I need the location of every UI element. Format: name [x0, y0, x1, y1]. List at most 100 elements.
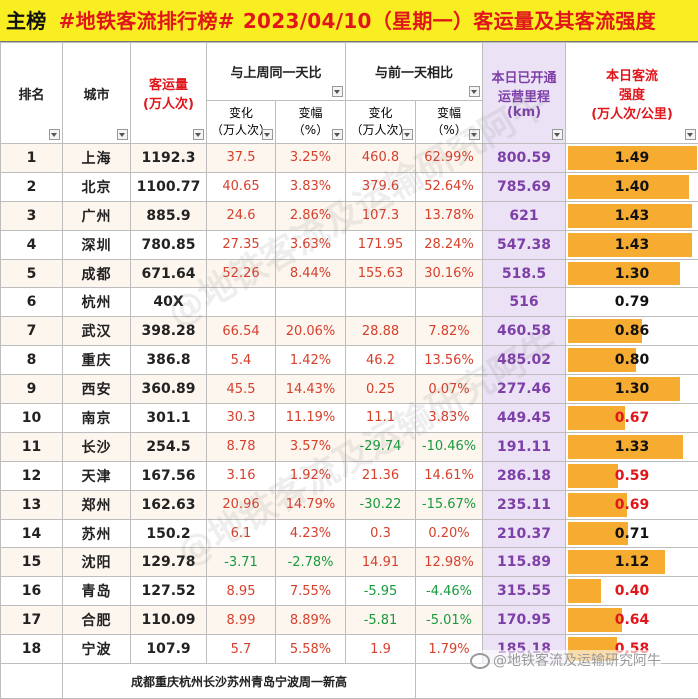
volume-cell: 107.9 — [131, 635, 207, 664]
week-change-cell: 3.16 — [207, 461, 276, 490]
day-pct-cell: 52.64% — [416, 172, 483, 201]
watermark-text: @地铁客流及运输研究阿牛 — [493, 653, 661, 669]
day-pct-cell: 28.24% — [416, 230, 483, 259]
week-pct-cell: 7.55% — [276, 577, 346, 606]
city-cell: 沈阳 — [63, 548, 131, 577]
rank-cell: 14 — [1, 519, 63, 548]
header-rank[interactable]: 排名 — [1, 43, 63, 144]
header-volume[interactable]: 客运量 (万人次) — [131, 43, 207, 144]
header-intensity[interactable]: 本日客流 强度 (万人次/公里) — [566, 43, 698, 144]
intensity-cell: 0.59 — [566, 461, 698, 490]
day-change-cell: 0.3 — [346, 519, 416, 548]
day-pct-cell: 13.56% — [416, 346, 483, 375]
volume-cell: 162.63 — [131, 490, 207, 519]
day-pct-cell: 0.07% — [416, 375, 483, 404]
day-change-cell: -5.95 — [346, 577, 416, 606]
day-pct-cell: 13.78% — [416, 201, 483, 230]
city-cell: 合肥 — [63, 606, 131, 635]
filter-dropdown-icon[interactable] — [469, 129, 480, 140]
week-pct-cell: -2.78% — [276, 548, 346, 577]
intensity-cell: 1.30 — [566, 375, 698, 404]
header-week-change[interactable]: 变化 （万人次） — [207, 101, 276, 144]
header-city[interactable]: 城市 — [63, 43, 131, 144]
filter-dropdown-icon[interactable] — [332, 86, 343, 97]
week-pct-cell: 14.43% — [276, 375, 346, 404]
city-cell: 武汉 — [63, 317, 131, 346]
footer-blank-cell — [1, 664, 63, 699]
week-pct-cell: 8.89% — [276, 606, 346, 635]
day-pct-cell: 30.16% — [416, 259, 483, 288]
day-change-cell: 21.36 — [346, 461, 416, 490]
week-pct-cell: 3.83% — [276, 172, 346, 201]
header-week-group[interactable]: 与上周同一天比 — [207, 43, 346, 101]
intensity-value: 0.79 — [615, 294, 650, 310]
filter-dropdown-icon[interactable] — [402, 129, 413, 140]
intensity-cell: 1.30 — [566, 259, 698, 288]
rank-cell: 11 — [1, 432, 63, 461]
week-pct-cell: 4.23% — [276, 519, 346, 548]
header-day-group[interactable]: 与前一天相比 — [346, 43, 483, 101]
km-cell: 170.95 — [483, 606, 566, 635]
header-day-change[interactable]: 变化 （万人次） — [346, 101, 416, 144]
intensity-value: 1.30 — [615, 266, 650, 282]
intensity-value: 0.64 — [615, 612, 650, 628]
day-change-cell: 460.8 — [346, 144, 416, 173]
day-pct-cell: 3.83% — [416, 404, 483, 433]
rank-cell: 3 — [1, 201, 63, 230]
ranking-table: 排名 城市 客运量 (万人次) 与上周同一天比 与前一天相比 本日已开通 — [0, 42, 698, 699]
header-km[interactable]: 本日已开通 运营里程 (km) — [483, 43, 566, 144]
header-km-line3: (km) — [483, 105, 565, 120]
rank-cell: 4 — [1, 230, 63, 259]
week-pct-cell: 14.79% — [276, 490, 346, 519]
filter-dropdown-icon[interactable] — [332, 129, 343, 140]
header-day-pct[interactable]: 变幅 （%） — [416, 101, 483, 144]
week-change-cell: 37.5 — [207, 144, 276, 173]
day-change-cell: 107.3 — [346, 201, 416, 230]
header-rank-label: 排名 — [18, 88, 44, 103]
volume-cell: 360.89 — [131, 375, 207, 404]
filter-dropdown-icon[interactable] — [49, 129, 60, 140]
km-cell: 621 — [483, 201, 566, 230]
filter-dropdown-icon[interactable] — [117, 129, 128, 140]
volume-cell: 301.1 — [131, 404, 207, 433]
intensity-value: 0.40 — [615, 583, 650, 599]
intensity-value: 0.59 — [615, 468, 650, 484]
intensity-value: 1.49 — [615, 150, 650, 166]
day-change-cell: 46.2 — [346, 346, 416, 375]
header-week-pct[interactable]: 变幅 （%） — [276, 101, 346, 144]
intensity-cell: 0.79 — [566, 288, 698, 317]
watermark-credit: @地铁客流及运输研究阿牛 — [470, 650, 661, 670]
day-change-cell: 171.95 — [346, 230, 416, 259]
intensity-value: 0.67 — [615, 410, 650, 426]
filter-dropdown-icon[interactable] — [552, 129, 563, 140]
rank-cell: 13 — [1, 490, 63, 519]
filter-dropdown-icon[interactable] — [262, 129, 273, 140]
filter-dropdown-icon[interactable] — [685, 129, 696, 140]
filter-dropdown-icon[interactable] — [469, 86, 480, 97]
intensity-cell: 0.86 — [566, 317, 698, 346]
km-cell: 315.55 — [483, 577, 566, 606]
day-change-cell: 11.1 — [346, 404, 416, 433]
week-pct-cell: 1.92% — [276, 461, 346, 490]
header-week-change-line1: 变化 — [207, 105, 275, 122]
volume-cell: 398.28 — [131, 317, 207, 346]
filter-dropdown-icon[interactable] — [193, 129, 204, 140]
